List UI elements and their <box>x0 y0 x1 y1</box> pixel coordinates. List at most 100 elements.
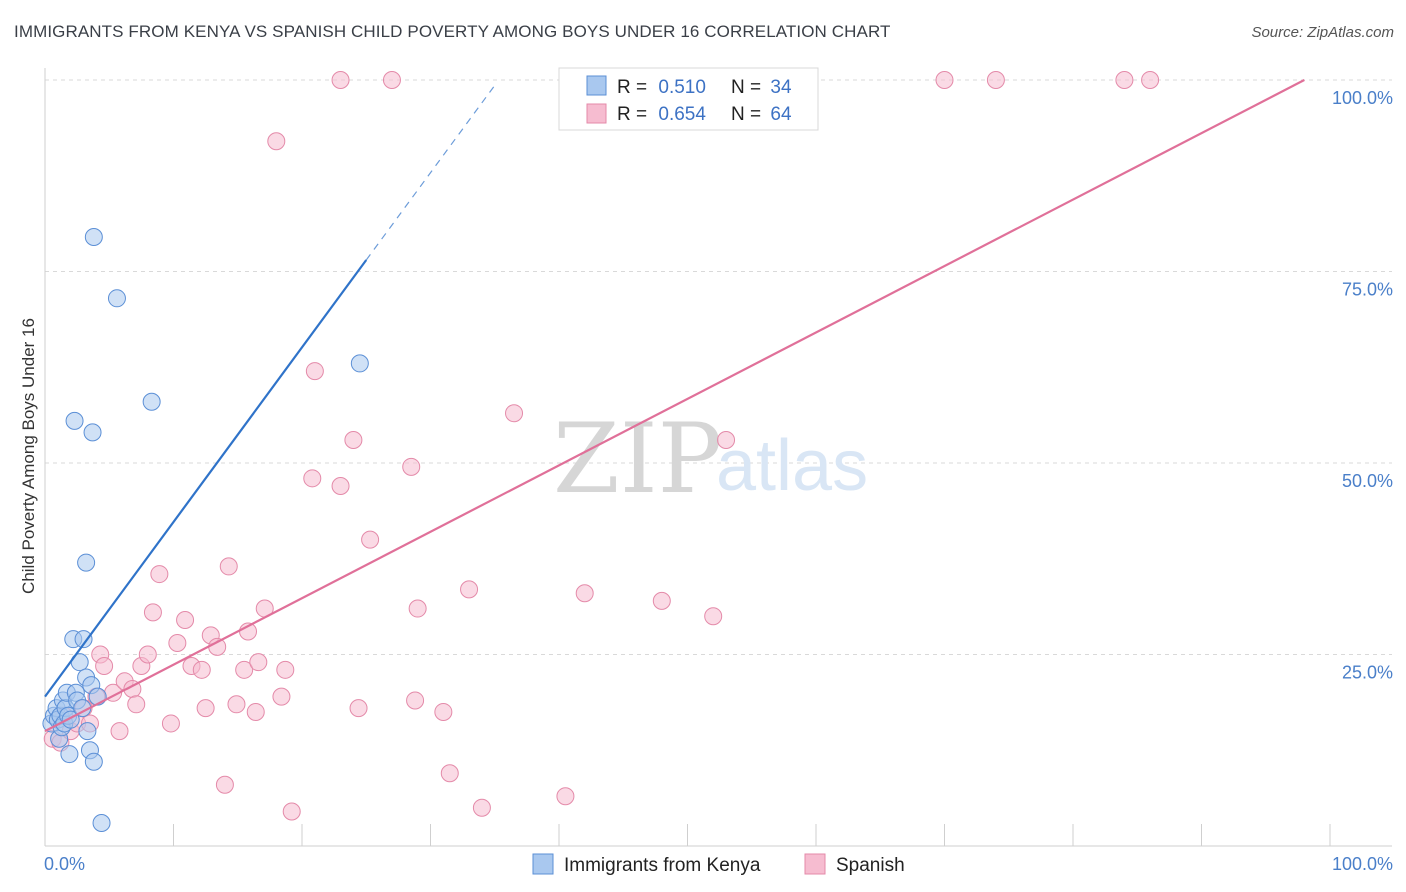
spanish-point <box>267 132 286 151</box>
kenya-point <box>350 354 369 373</box>
grid-lines <box>45 79 1392 655</box>
spanish-point <box>272 687 291 706</box>
spanish-point <box>440 764 459 783</box>
spanish-point <box>652 591 671 610</box>
spanish-point <box>276 660 295 679</box>
kenya-trend-extension <box>365 85 496 261</box>
spanish-point <box>215 775 234 794</box>
spanish-point <box>344 431 363 450</box>
kenya-point <box>84 752 103 771</box>
kenya-point <box>142 392 161 411</box>
source-label: Source: ZipAtlas.com <box>1251 24 1394 41</box>
correlation-legend: R = 0.510 N = 34 R = 0.654 N = 64 <box>558 67 819 131</box>
spanish-point <box>408 599 427 618</box>
spanish-point <box>143 603 162 622</box>
spanish-point <box>235 660 254 679</box>
spanish-point <box>161 714 180 733</box>
spanish-point <box>556 787 575 806</box>
spanish-point <box>361 530 380 549</box>
spanish-point <box>717 431 736 450</box>
legend-n-label: N = <box>731 104 766 125</box>
spanish-point <box>305 362 324 381</box>
spanish-point <box>249 653 268 672</box>
spanish-point <box>402 457 421 476</box>
svg-text:R = 0.654: R = 0.654 <box>617 104 706 125</box>
kenya-point <box>65 411 84 430</box>
spanish-point <box>110 722 129 741</box>
spanish-point <box>176 611 195 630</box>
spanish-point <box>150 565 169 584</box>
kenya-point <box>78 722 97 741</box>
spanish-point <box>1141 71 1160 89</box>
watermark-zip: ZIP <box>553 403 722 515</box>
y-axis-label: Child Poverty Among Boys Under 16 <box>19 318 38 594</box>
spanish-point <box>331 71 350 89</box>
svg-text:R = 0.510: R = 0.510 <box>617 77 706 98</box>
legend-n-value-spanish: 64 <box>770 104 792 125</box>
y-tick-label: 100.0% <box>1332 88 1393 108</box>
spanish-point <box>406 691 425 710</box>
spanish-point <box>138 645 157 664</box>
chart-title: IMMIGRANTS FROM KENYA VS SPANISH CHILD P… <box>14 22 891 41</box>
legend-n-value-kenya: 34 <box>770 77 792 98</box>
series-legend: Immigrants from Kenya Spanish <box>532 853 905 876</box>
spanish-point <box>192 660 211 679</box>
spanish-point <box>282 802 301 821</box>
kenya-point <box>92 814 111 833</box>
svg-text:N = 34: N = 34 <box>731 77 792 98</box>
legend-swatch-kenya <box>586 75 607 96</box>
bottom-legend-swatch-spanish[interactable] <box>804 853 826 875</box>
watermark-atlas: atlas <box>716 426 868 506</box>
spanish-point <box>704 607 723 626</box>
bottom-legend-label-kenya[interactable]: Immigrants from Kenya <box>564 855 761 876</box>
bottom-legend-swatch-kenya[interactable] <box>532 853 554 875</box>
kenya-point <box>74 630 93 649</box>
kenya-point <box>84 228 103 247</box>
spanish-point <box>434 702 453 721</box>
spanish-point <box>986 71 1005 89</box>
axes <box>44 68 1392 847</box>
y-tick-labels: 25.0% 50.0% 75.0% 100.0% <box>1332 88 1393 683</box>
spanish-point <box>246 702 265 721</box>
svg-text:N = 64: N = 64 <box>731 104 792 125</box>
series-kenya-points <box>42 228 369 833</box>
spanish-point <box>219 557 238 576</box>
x-tick-labels: 0.0% 100.0% <box>44 854 1393 874</box>
y-tick-label: 25.0% <box>1342 663 1393 683</box>
spanish-point <box>382 71 401 89</box>
legend-swatch-spanish <box>586 103 607 124</box>
kenya-point <box>88 687 107 706</box>
legend-r-value-spanish: 0.654 <box>658 104 706 125</box>
x-tick-label: 100.0% <box>1332 854 1393 874</box>
spanish-point <box>575 584 594 603</box>
legend-r-label: R = <box>617 77 652 98</box>
spanish-point <box>127 695 146 714</box>
spanish-point <box>331 476 350 495</box>
spanish-point <box>505 404 524 423</box>
spanish-point <box>349 699 368 718</box>
spanish-point <box>227 695 246 714</box>
kenya-point <box>60 745 79 764</box>
kenya-point <box>83 423 102 442</box>
legend-r-label: R = <box>617 104 652 125</box>
trend-lines <box>44 79 1305 733</box>
kenya-trend-line <box>44 259 368 698</box>
x-tick-label: 0.0% <box>44 854 85 874</box>
y-tick-label: 75.0% <box>1342 280 1393 300</box>
spanish-point <box>303 469 322 488</box>
spanish-point <box>1115 71 1134 89</box>
spanish-point <box>95 656 114 675</box>
bottom-legend-label-spanish[interactable]: Spanish <box>836 855 905 876</box>
spanish-point <box>196 699 215 718</box>
kenya-point <box>77 553 96 572</box>
y-tick-label: 50.0% <box>1342 471 1393 491</box>
legend-r-value-kenya: 0.510 <box>658 77 706 98</box>
spanish-point <box>935 71 954 89</box>
spanish-point <box>168 634 187 653</box>
spanish-point <box>472 798 491 817</box>
legend-n-label: N = <box>731 77 766 98</box>
spanish-trend-line <box>44 79 1305 733</box>
kenya-point <box>107 289 126 308</box>
watermark: ZIP atlas <box>553 403 868 515</box>
